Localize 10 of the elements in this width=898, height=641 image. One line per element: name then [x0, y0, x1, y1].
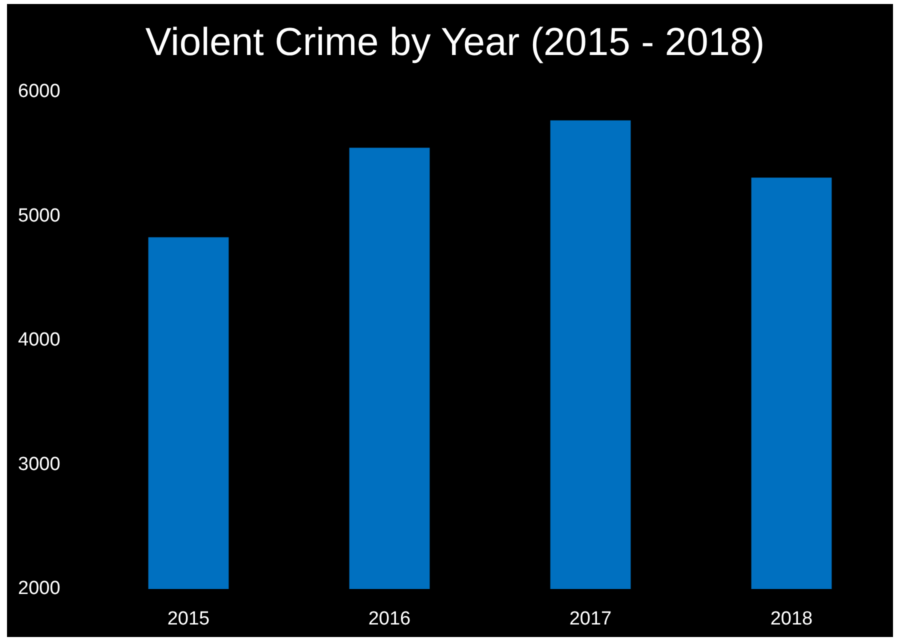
y-tick-label: 5000: [18, 205, 60, 226]
chart-title: Violent Crime by Year (2015 - 2018): [145, 21, 765, 64]
y-tick-label: 3000: [18, 454, 60, 475]
y-tick-label: 2000: [18, 578, 60, 600]
x-tick-label: 2015: [167, 608, 210, 630]
x-tick-label: 2018: [770, 608, 813, 630]
y-tick-label: 6000: [18, 81, 60, 102]
y-tick-label: 4000: [18, 330, 60, 351]
x-tick-label: 2016: [368, 608, 411, 630]
x-tick-label: 2017: [569, 608, 612, 630]
